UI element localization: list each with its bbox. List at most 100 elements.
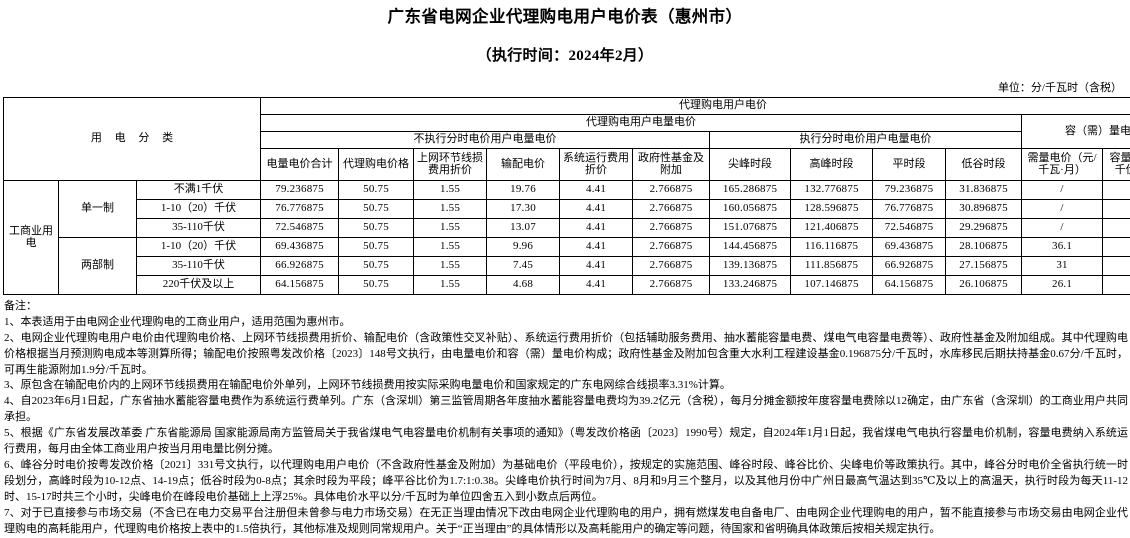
cell-sharp-peak: 165.286875 [710,180,791,199]
row-header-category: 工商业用电 [4,180,59,294]
cell-capacity-price: 19.4 [1103,256,1130,275]
cell-agent-purchase-price: 50.75 [339,256,414,275]
column-header-grid-loss-fee: 上网环节线损费用折价 [414,148,487,180]
cell-system-operation-fee: 4.41 [560,199,633,218]
cell-capacity-price: / [1103,180,1130,199]
cell-system-operation-fee: 4.41 [560,256,633,275]
table-row: 35-110千伏 66.926875 50.75 1.55 7.45 4.41 … [4,256,1130,275]
cell-flat: 79.236875 [873,180,946,199]
cell-demand-price: / [1022,199,1103,218]
table-row: 220千伏及以上 64.156875 50.75 1.55 4.68 4.41 … [4,275,1130,294]
cell-system-operation-fee: 4.41 [560,218,633,237]
cell-sharp-peak: 139.136875 [710,256,791,275]
row-header-subcategory: 单一制 [59,180,137,237]
row-header-voltage: 35-110千伏 [137,256,261,275]
note-item: 5、根据《广东省发展改革委 广东省能源局 国家能源局南方监管局关于我省煤电气电容… [4,426,1128,458]
cell-valley: 30.896875 [946,199,1022,218]
cell-flat: 72.546875 [873,218,946,237]
cell-peak: 132.776875 [791,180,873,199]
row-header-voltage: 1-10（20）千伏 [137,199,261,218]
cell-valley: 26.106875 [946,275,1022,294]
cell-transmission-price: 13.07 [487,218,560,237]
row-header-voltage: 35-110千伏 [137,218,261,237]
cell-government-funds: 2.766875 [633,218,710,237]
cell-peak: 128.596875 [791,199,873,218]
note-item: 4、自2023年6月1日起，广东省抽水蓄能容量电费作为系统运行费单列。广东（含深… [4,394,1128,426]
cell-peak: 111.856875 [791,256,873,275]
cell-valley: 27.156875 [946,256,1022,275]
note-item: 7、对于已直接参与市场交易（不含已在电力交易平台注册但未曾参与电力市场交易）在无… [4,506,1128,538]
cell-valley: 31.836875 [946,180,1022,199]
column-header-transmission-price: 输配电价 [487,148,560,180]
cell-grid-loss-fee: 1.55 [414,218,487,237]
cell-capacity-price: 22.6 [1103,237,1130,256]
unit-note: 单位：分/千瓦时（含税） [0,79,1130,95]
cell-valley: 28.106875 [946,237,1022,256]
title-block: 广东省电网企业代理购电用户电价表（惠州市） （执行时间：2024年2月） [0,0,1130,65]
column-header-peak: 高峰时段 [791,148,873,180]
cell-transmission-price: 17.30 [487,199,560,218]
cell-sharp-peak: 144.456875 [710,237,791,256]
cell-total-energy-price: 72.546875 [261,218,339,237]
cell-agent-purchase-price: 50.75 [339,237,414,256]
table-row: 工商业用电 单一制 不满1千伏 79.236875 50.75 1.55 19.… [4,180,1130,199]
cell-grid-loss-fee: 1.55 [414,237,487,256]
row-header-voltage: 不满1千伏 [137,180,261,199]
electricity-price-table: 用 电 分 类 代理购电用户电价 代理购电用户电量电价 容（需）量电价 不执行分… [3,97,1130,295]
row-header-voltage: 1-10（20）千伏 [137,237,261,256]
cell-system-operation-fee: 4.41 [560,237,633,256]
cell-capacity-price: / [1103,218,1130,237]
cell-demand-price: 26.1 [1022,275,1103,294]
cell-total-energy-price: 79.236875 [261,180,339,199]
cell-flat: 76.776875 [873,199,946,218]
group-header-capacity-price: 容（需）量电价 [1022,114,1130,148]
column-header-sharp-peak: 尖峰时段 [710,148,791,180]
cell-demand-price: / [1022,218,1103,237]
cell-total-energy-price: 66.926875 [261,256,339,275]
cell-demand-price: 31 [1022,256,1103,275]
cell-agent-purchase-price: 50.75 [339,275,414,294]
cell-capacity-price: / [1103,199,1130,218]
column-header-category: 用 电 分 类 [4,97,261,180]
group-header-agent-price: 代理购电用户电价 [261,97,1130,114]
cell-sharp-peak: 160.056875 [710,199,791,218]
cell-peak: 121.406875 [791,218,873,237]
row-header-voltage: 220千伏及以上 [137,275,261,294]
table-row: 两部制 1-10（20）千伏 69.436875 50.75 1.55 9.96… [4,237,1130,256]
cell-flat: 66.926875 [873,256,946,275]
column-header-total-energy-price: 电量电价合计 [261,148,339,180]
group-header-energy-price: 代理购电用户电量电价 [261,114,1022,131]
column-header-government-funds: 政府性基金及附加 [633,148,710,180]
cell-agent-purchase-price: 50.75 [339,218,414,237]
price-table-document: 广东省电网企业代理购电用户电价表（惠州市） （执行时间：2024年2月） 单位：… [0,0,1130,494]
group-header-tou: 执行分时电价用户电量电价 [710,131,1022,148]
cell-transmission-price: 19.76 [487,180,560,199]
column-header-system-operation-fee: 系统运行费用折价 [560,148,633,180]
cell-grid-loss-fee: 1.55 [414,256,487,275]
cell-government-funds: 2.766875 [633,199,710,218]
column-header-agent-purchase-price: 代理购电价格 [339,148,414,180]
cell-grid-loss-fee: 1.55 [414,275,487,294]
cell-demand-price: / [1022,180,1103,199]
cell-transmission-price: 9.96 [487,237,560,256]
cell-government-funds: 2.766875 [633,275,710,294]
cell-system-operation-fee: 4.41 [560,275,633,294]
page-subtitle: （执行时间：2024年2月） [0,44,1130,65]
column-header-flat: 平时段 [873,148,946,180]
table-header-row-1: 用 电 分 类 代理购电用户电价 [4,97,1130,114]
note-item: 6、峰谷分时电价按粤发改价格〔2021〕331号文执行，以代理购电用户电价（不含… [4,458,1128,506]
note-item: 2、电网企业代理购电用户电价由代理购电价格、上网环节线损费用折价、输配电价（含政… [4,331,1128,379]
cell-total-energy-price: 69.436875 [261,237,339,256]
cell-total-energy-price: 76.776875 [261,199,339,218]
cell-grid-loss-fee: 1.55 [414,180,487,199]
note-item: 1、本表适用于由电网企业代理购电的工商业用户，适用范围为惠州市。 [4,315,1128,331]
note-item: 3、原包含在输配电价内的上网环节线损费用在输配电价外单列，上网环节线损费用按实际… [4,378,1128,394]
cell-sharp-peak: 133.246875 [710,275,791,294]
cell-government-funds: 2.766875 [633,256,710,275]
cell-demand-price: 36.1 [1022,237,1103,256]
cell-capacity-price: 16.3 [1103,275,1130,294]
cell-government-funds: 2.766875 [633,237,710,256]
cell-flat: 69.436875 [873,237,946,256]
cell-government-funds: 2.766875 [633,180,710,199]
group-header-non-tou: 不执行分时电价用户电量电价 [261,131,710,148]
